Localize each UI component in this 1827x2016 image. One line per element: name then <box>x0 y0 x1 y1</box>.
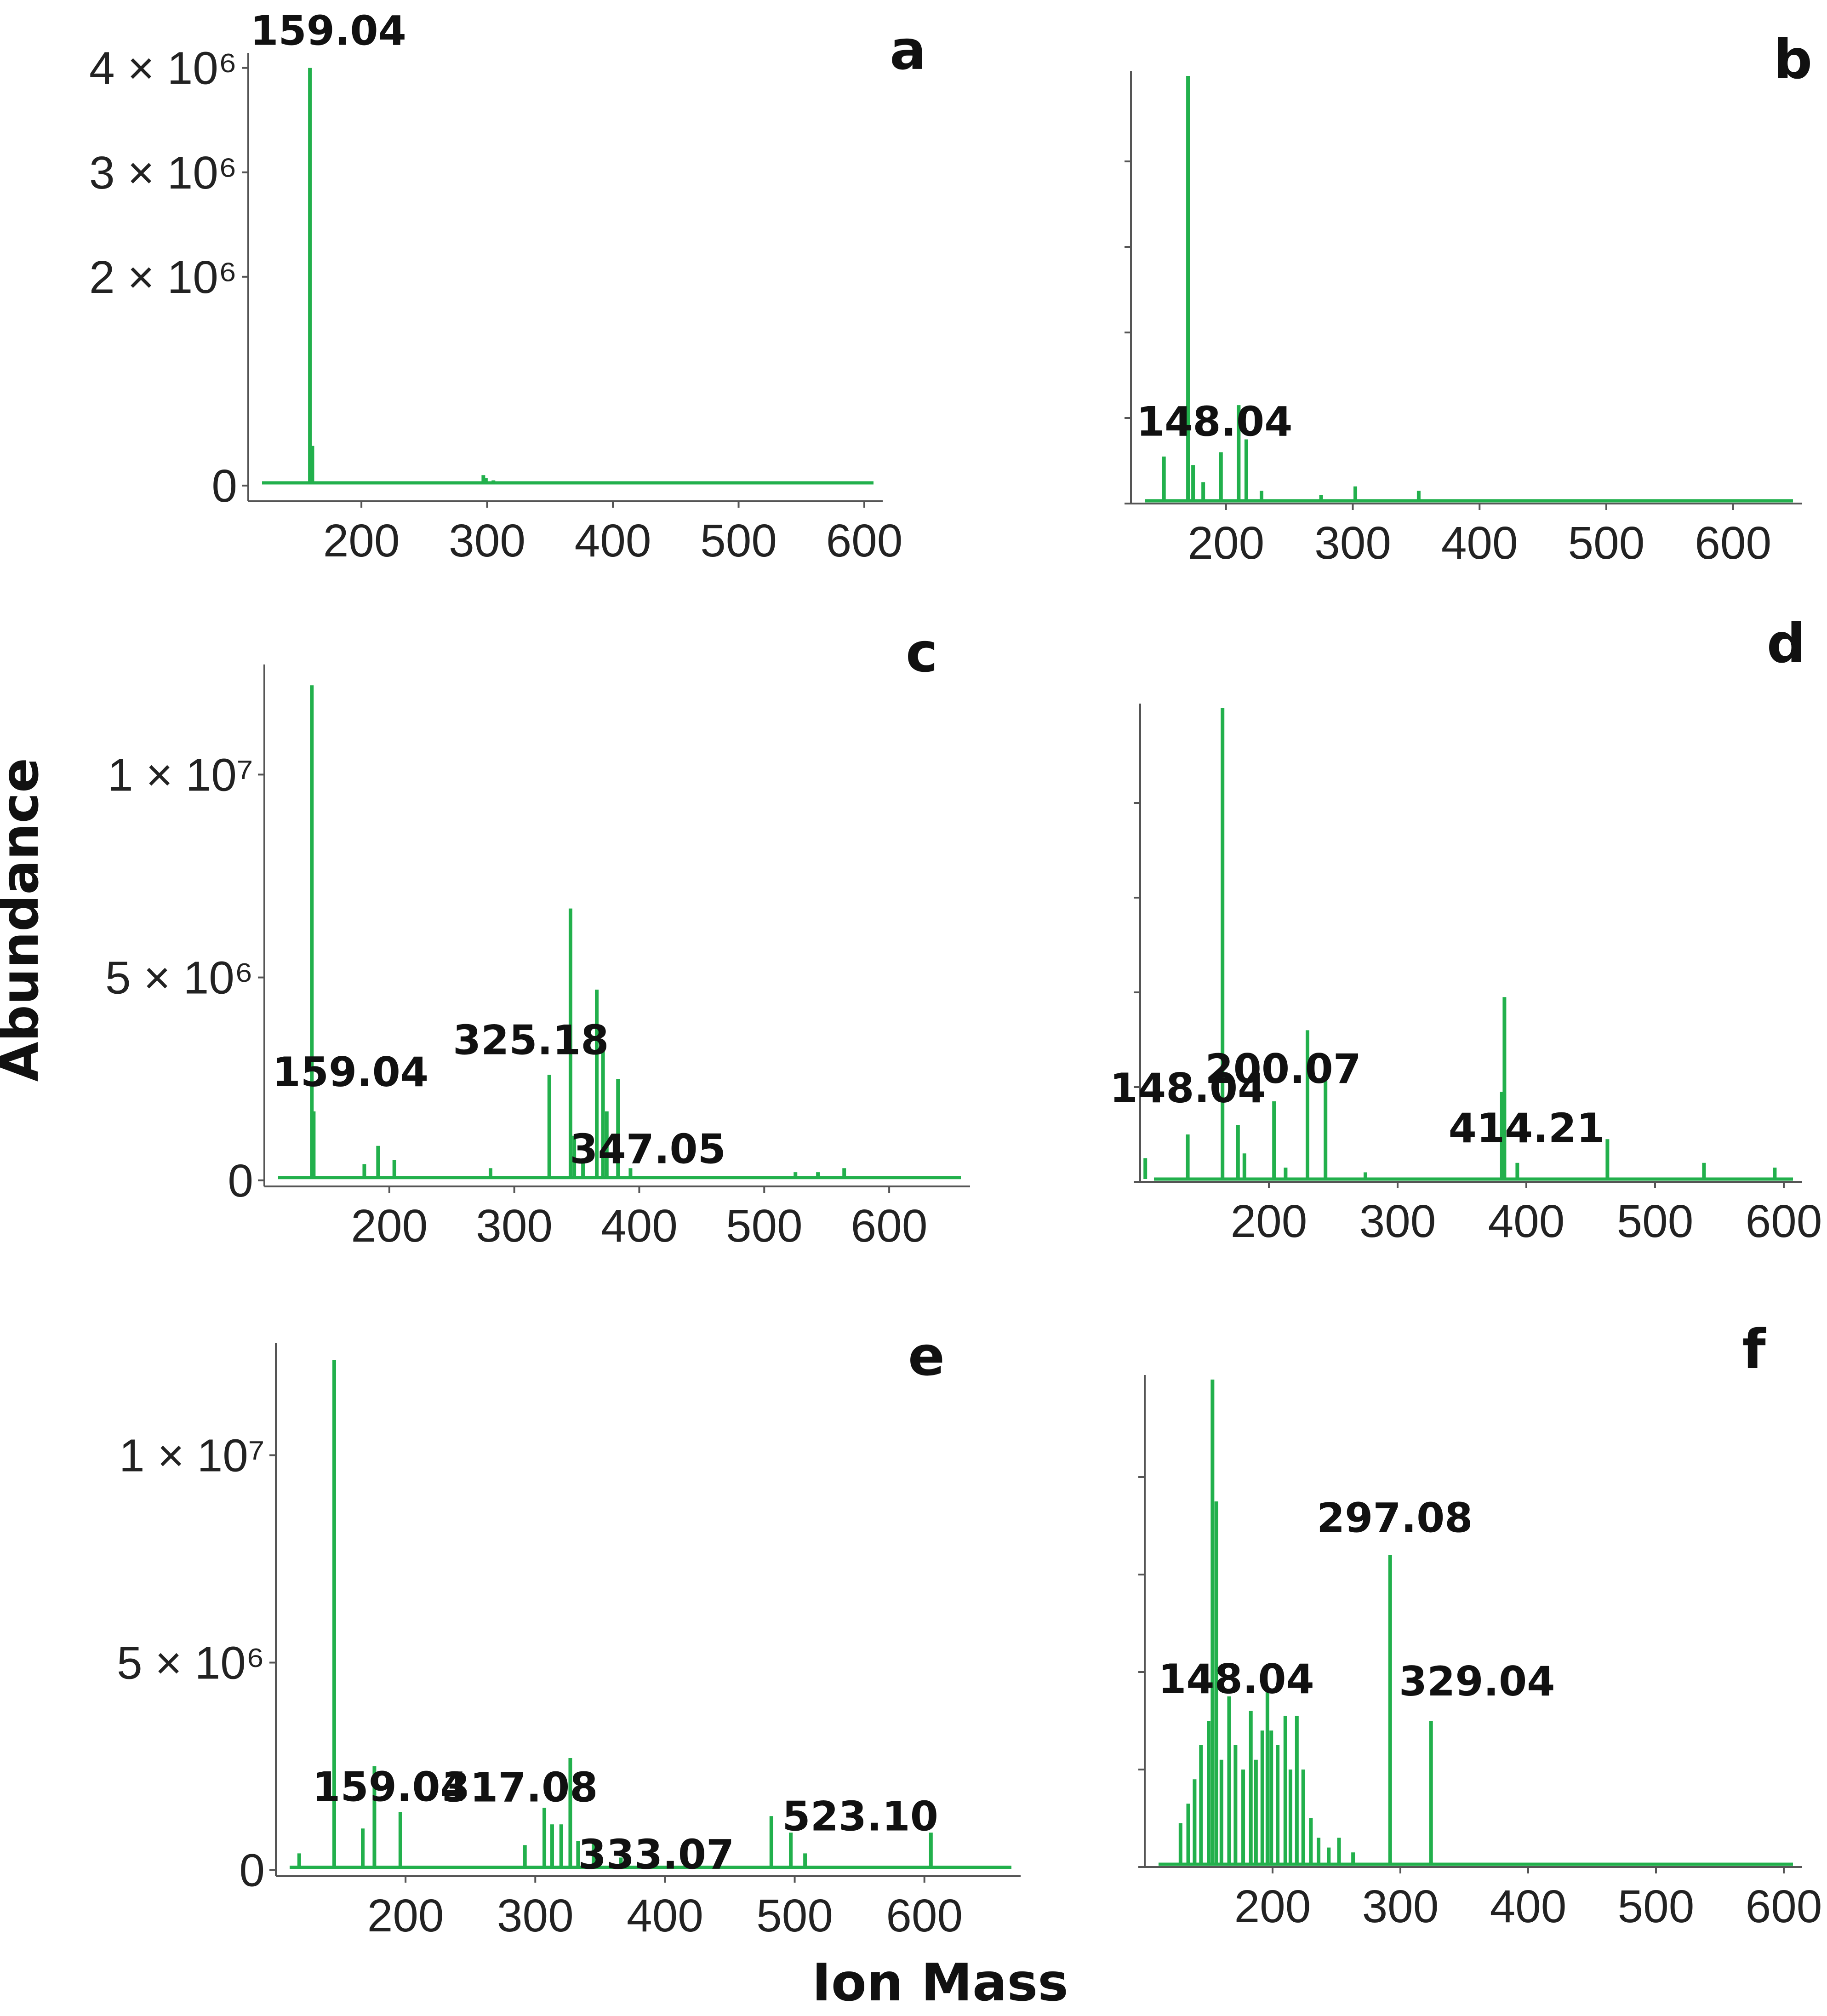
y-tick-label: 1 × 10⁷ <box>119 1430 265 1482</box>
y-tick-label: 0 <box>211 460 237 512</box>
peak-annotation: 200.07 <box>1205 1045 1361 1093</box>
x-tick-label: 400 <box>1488 1196 1565 1247</box>
peak-annotation: 297.08 <box>1317 1495 1473 1542</box>
peak-annotation: 523.10 <box>782 1793 938 1840</box>
y-tick-label: 5 × 10⁶ <box>117 1637 265 1689</box>
x-axis-title: Ion Mass <box>812 1953 1068 2013</box>
panel-f: 200 300 400 500 600 148.04 297.08 329.04 f <box>1138 1317 1822 1932</box>
x-tick-label: 600 <box>1746 1196 1822 1247</box>
x-tick-label: 500 <box>1617 1196 1694 1247</box>
panel-a: 200 300 400 500 600 0 2 × 10⁶ 3 × 10⁶ 4 × 10⁶ 159… <box>89 7 926 567</box>
x-tick-label: 600 <box>826 515 903 567</box>
x-tick-label: 300 <box>476 1200 553 1252</box>
x-tick-label: 400 <box>601 1200 678 1252</box>
panel-label: f <box>1742 1317 1766 1381</box>
x-tick-label: 600 <box>1695 517 1771 569</box>
x-tick-label: 500 <box>1618 1881 1695 1932</box>
x-tick-label: 200 <box>1234 1881 1311 1932</box>
x-tick-label: 600 <box>1746 1881 1822 1932</box>
peak-annotation: 159.04 <box>250 7 406 55</box>
y-axis-title: Abundance <box>0 758 50 1082</box>
peak-annotation: 148.04 <box>1136 398 1293 446</box>
x-tick-label: 200 <box>351 1200 428 1252</box>
y-tick-label: 5 × 10⁶ <box>105 952 253 1004</box>
x-tick-label: 200 <box>367 1890 444 1942</box>
peak-annotation: 148.04 <box>1110 1065 1266 1112</box>
x-tick-label: 300 <box>449 515 525 567</box>
x-tick-label: 300 <box>1359 1196 1436 1247</box>
x-tick-label: 400 <box>575 515 651 567</box>
panel-e: 200 300 400 500 600 0 5 × 10⁶ 1 × 10⁷ 159.04317.… <box>117 1324 1021 1942</box>
peak-annotation: 148.04 <box>1158 1655 1314 1703</box>
y-tick-label: 1 × 10⁷ <box>108 749 253 801</box>
peak-annotation: 159.04 <box>312 1763 468 1810</box>
peak-annotation: 159.04 <box>273 1048 429 1096</box>
x-tick-label: 300 <box>1362 1881 1439 1932</box>
peak-annotation: 414.21 <box>1449 1105 1605 1152</box>
peak-annotation: 325.18 <box>453 1016 609 1064</box>
x-tick-label: 200 <box>1231 1196 1307 1247</box>
peak-annotation: 329.04 <box>1399 1658 1555 1705</box>
x-tick-label: 500 <box>1568 517 1645 569</box>
y-tick-label: 4 × 10⁶ <box>89 43 237 94</box>
y-tick-label: 3 × 10⁶ <box>89 147 237 199</box>
x-tick-label: 300 <box>497 1890 574 1942</box>
x-tick-label: 200 <box>1188 517 1264 569</box>
panel-b: 200 300 400 500 600 148.04 b <box>1125 28 1812 569</box>
panel-label: e <box>908 1324 945 1388</box>
panel-label: a <box>890 18 926 82</box>
x-tick-label: 500 <box>756 1890 833 1942</box>
x-tick-label: 400 <box>1441 517 1518 569</box>
x-tick-label: 200 <box>323 515 400 567</box>
panel-label: b <box>1774 28 1812 91</box>
x-tick-label: 300 <box>1314 517 1391 569</box>
panel-label: d <box>1767 612 1805 675</box>
peak-annotation: 317.08 <box>442 1764 598 1811</box>
peak-annotation: 333.07 <box>578 1831 735 1878</box>
panel-label: c <box>906 621 938 684</box>
panel-c: 200 300 400 500 600 0 5 × 10⁶ 1 × 10⁷ 325.18 347.… <box>105 621 970 1252</box>
x-tick-label: 400 <box>1490 1881 1567 1932</box>
x-tick-label: 600 <box>851 1200 928 1252</box>
y-tick-label: 0 <box>228 1155 253 1207</box>
x-tick-label: 600 <box>886 1890 963 1942</box>
x-tick-label: 500 <box>726 1200 803 1252</box>
peak-annotation: 347.05 <box>570 1126 726 1173</box>
x-tick-label: 400 <box>627 1890 703 1942</box>
y-tick-label: 0 <box>239 1844 265 1896</box>
x-tick-label: 500 <box>700 515 777 567</box>
y-tick-label: 2 × 10⁶ <box>89 252 237 303</box>
